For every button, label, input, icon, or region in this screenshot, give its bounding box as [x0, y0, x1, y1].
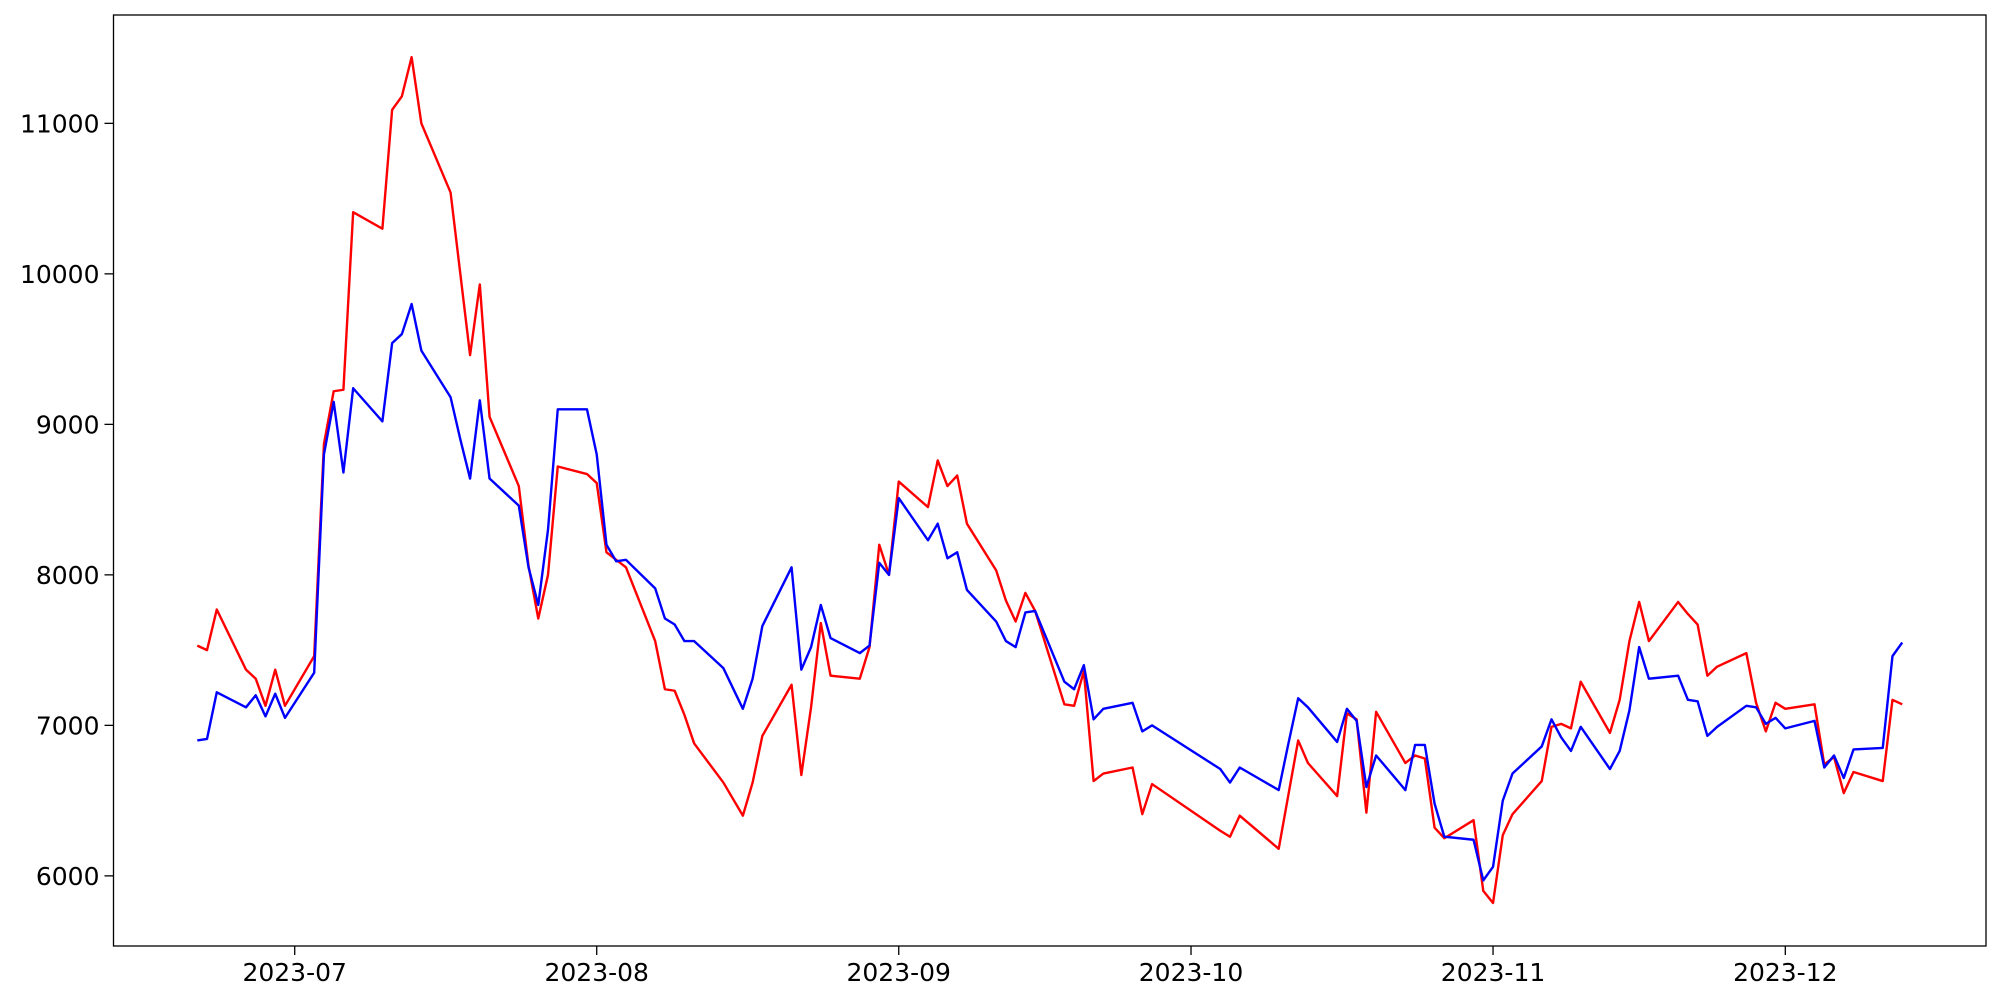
- x-tick-label: 2023-11: [1441, 958, 1545, 987]
- y-tick-label: 10000: [20, 260, 100, 289]
- y-tick-label: 9000: [36, 410, 100, 439]
- y-tick-label: 6000: [36, 862, 100, 891]
- x-tick-label: 2023-12: [1733, 958, 1837, 987]
- line-series: [197, 302, 1904, 882]
- y-tick-label: 8000: [36, 561, 100, 590]
- y-tick-label: 11000: [20, 109, 100, 138]
- x-tick-label: 2023-08: [544, 958, 648, 987]
- line-series: [196, 55, 1903, 905]
- x-tick-label: 2023-09: [847, 958, 951, 987]
- x-tick-label: 2023-10: [1139, 958, 1243, 987]
- x-tick-label: 2023-07: [242, 958, 346, 987]
- y-tick-label: 7000: [36, 711, 100, 740]
- plot-frame: [112, 14, 1987, 947]
